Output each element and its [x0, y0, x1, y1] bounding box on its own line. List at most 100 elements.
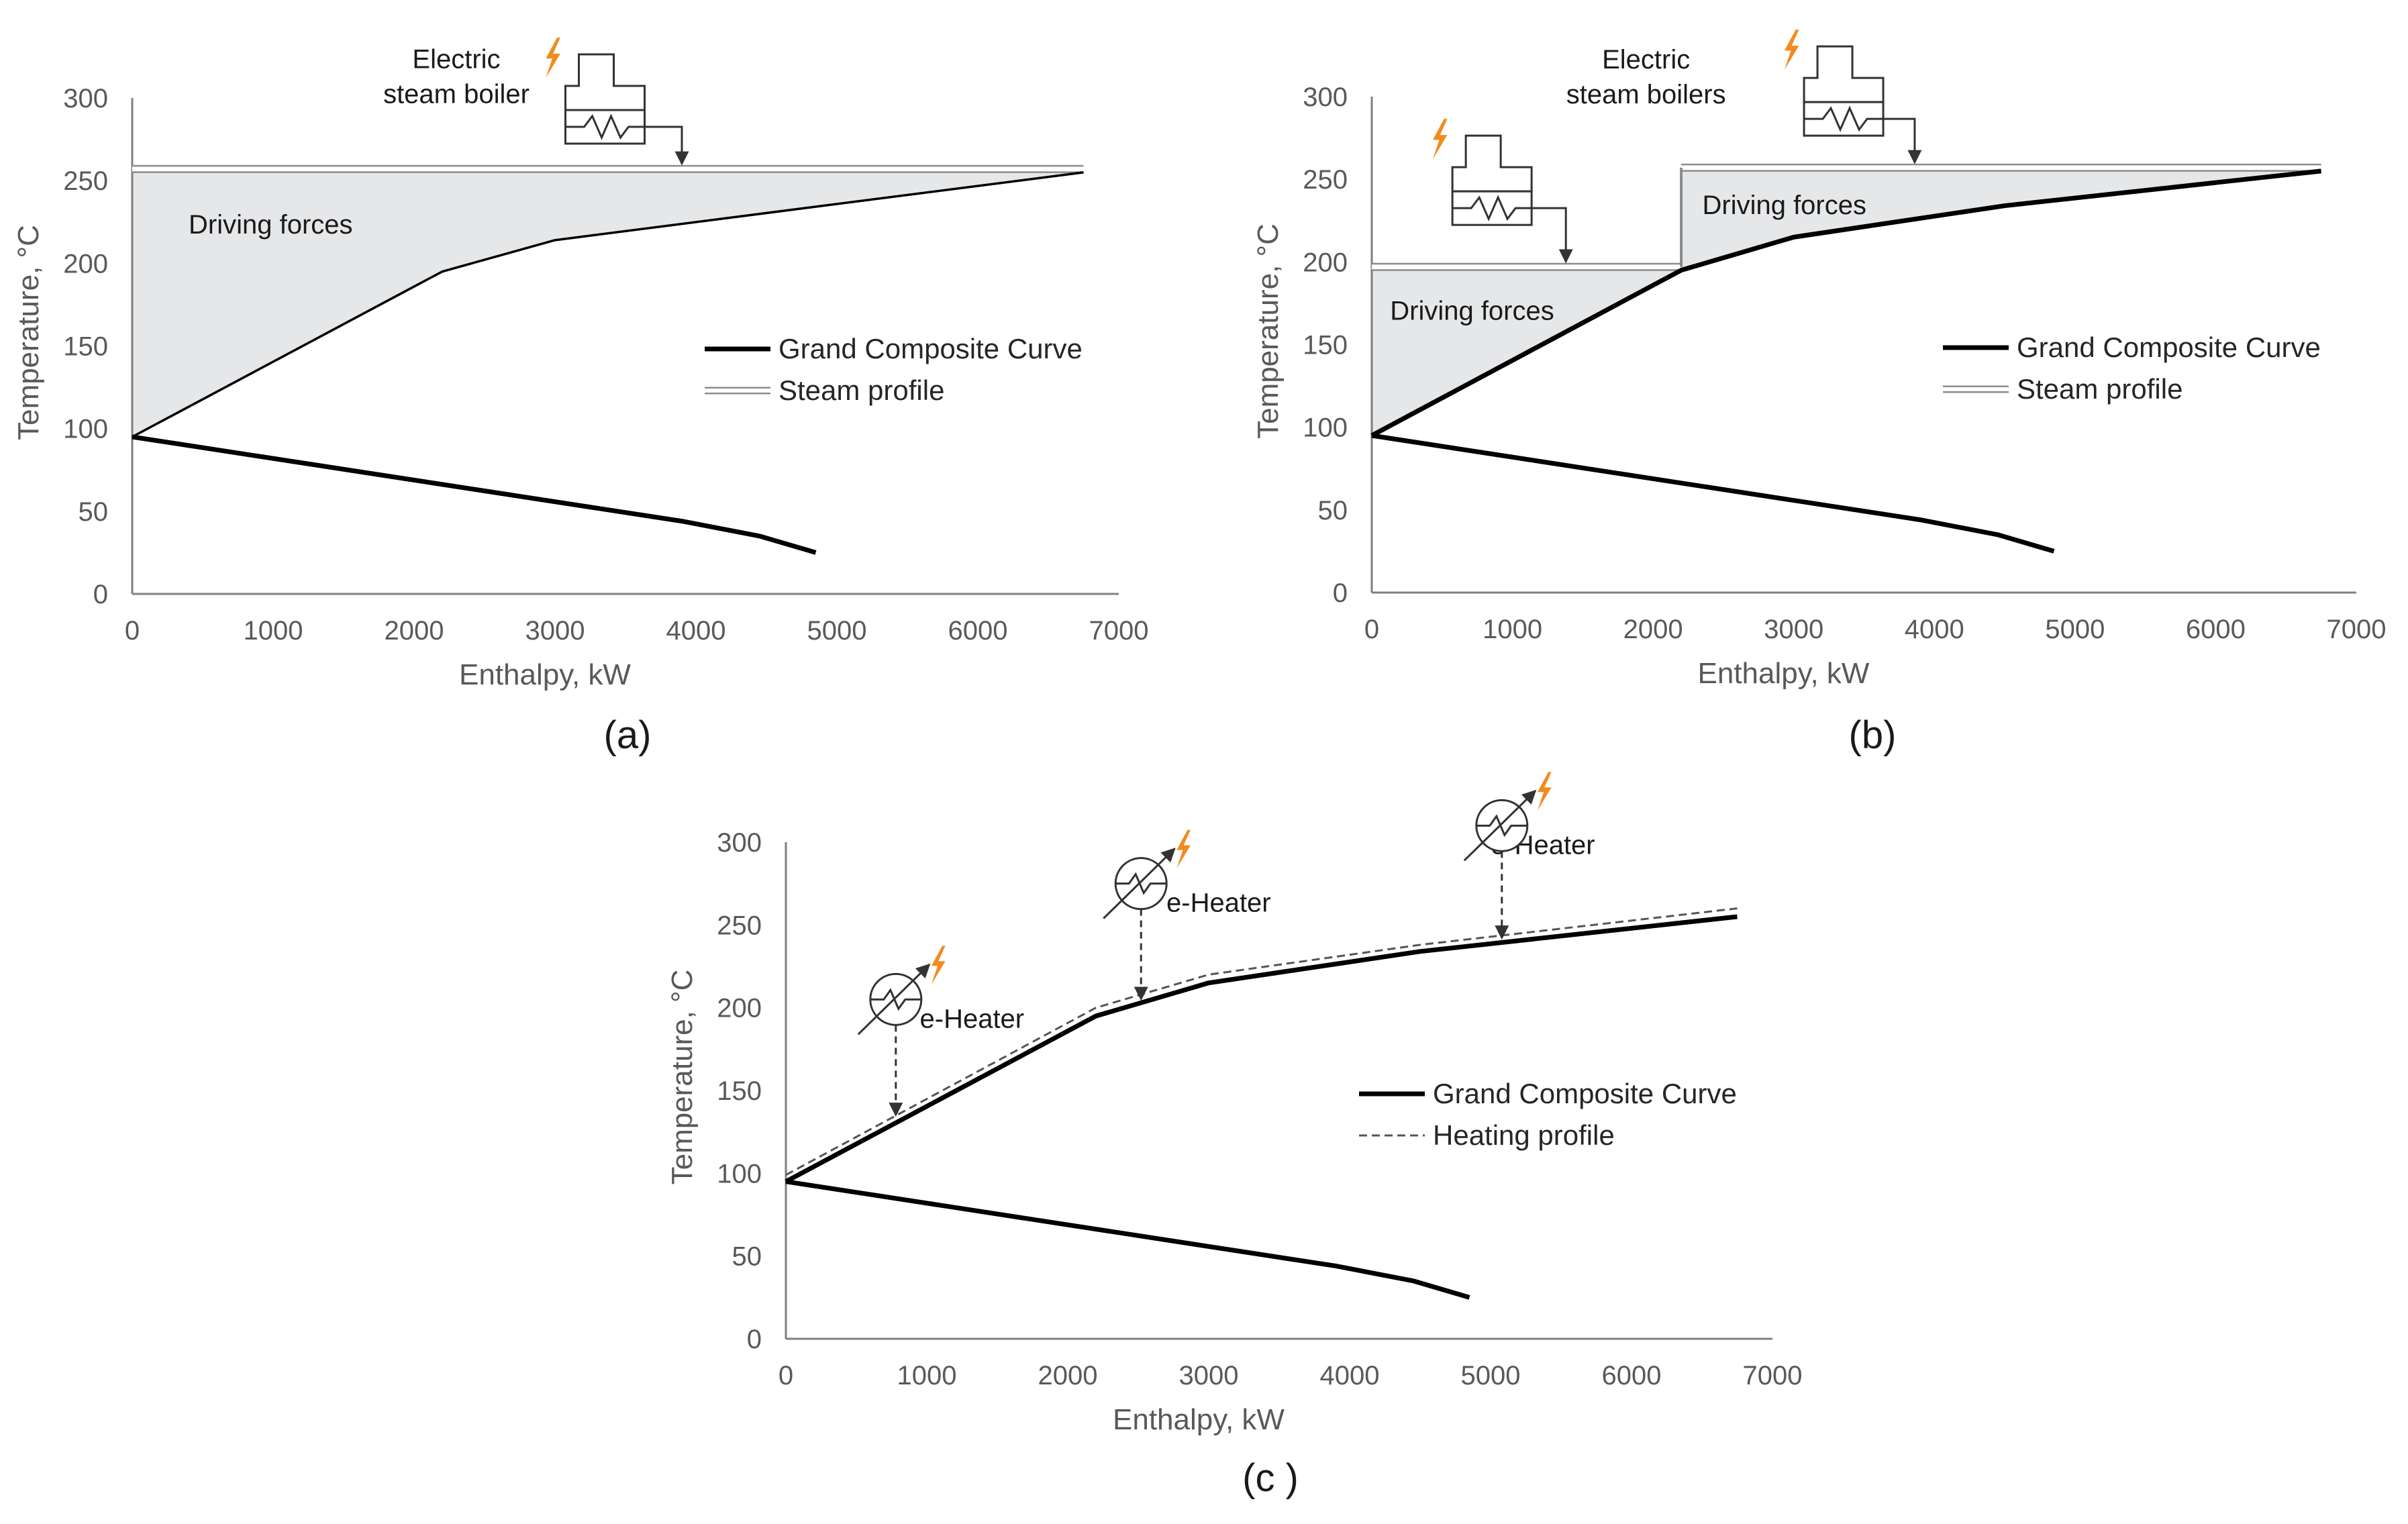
y-tick-label: 100 [717, 1159, 762, 1188]
y-tick-label: 300 [717, 828, 762, 858]
y-tick-label: 150 [1303, 331, 1348, 360]
gcc-upper-line [785, 914, 1738, 1184]
x-tick-label: 3000 [1179, 1361, 1239, 1390]
annotation-text: Driving forces [189, 210, 353, 240]
annotation-text: Driving forces [1702, 191, 1866, 220]
y-tick-label: 200 [1303, 248, 1348, 277]
boiler-coil [565, 113, 645, 140]
annotation-text: steam boilers [1566, 80, 1726, 109]
x-tick-label: 2000 [1623, 615, 1683, 644]
x-tick-label: 4000 [1905, 615, 1964, 644]
x-tick-label: 1000 [1483, 615, 1542, 644]
x-tick-label: 6000 [1602, 1361, 1662, 1390]
y-tick-label: 50 [79, 497, 109, 527]
y-axis-title: Temperature, °C [12, 225, 45, 440]
x-tick-label: 4000 [1320, 1361, 1380, 1390]
boiler-coil [1804, 105, 1884, 132]
heater-diagonal-arrow [1103, 848, 1176, 919]
e-heater-icon [1103, 829, 1191, 1001]
x-tick-label: 7000 [1743, 1361, 1803, 1390]
x-tick-label: 2000 [1038, 1361, 1098, 1390]
y-axis-title: Temperature, °C [666, 970, 699, 1185]
x-tick-label: 4000 [666, 616, 726, 646]
steam-boiler-icon [546, 38, 689, 166]
x-tick-label: 3000 [525, 616, 585, 646]
lightning-bolt-icon [931, 946, 946, 984]
y-tick-label: 100 [1303, 413, 1348, 443]
lightning-bolt-icon [1784, 30, 1799, 70]
x-tick-label: 5000 [807, 616, 867, 646]
y-tick-label: 50 [1318, 496, 1348, 525]
driving-force-area [1681, 170, 2321, 270]
gcc-lower-line [132, 434, 817, 555]
e-heater-icon [857, 946, 946, 1117]
driving-force-area [132, 172, 1084, 437]
x-tick-label: 0 [1364, 615, 1379, 644]
y-tick-label: 250 [1303, 165, 1348, 195]
legend-profile-label: Heating profile [1433, 1119, 1615, 1151]
annotation-text: Electric [412, 45, 500, 74]
y-tick-label: 200 [63, 249, 108, 278]
annotation-text: e-Heater [920, 1004, 1025, 1033]
gcc-upper-line [132, 171, 1084, 438]
gcc-lower-line [1371, 433, 2055, 554]
y-tick-label: 100 [63, 415, 108, 444]
y-tick-label: 50 [732, 1242, 762, 1272]
x-tick-label: 1000 [244, 616, 303, 646]
panel-label: (a) [604, 713, 652, 757]
annotation-text: Driving forces [1390, 297, 1554, 326]
x-tick-label: 6000 [948, 616, 1008, 646]
y-tick-label: 150 [717, 1076, 762, 1106]
x-tick-label: 5000 [1461, 1361, 1521, 1390]
chart-panel-a: 0 1000 2000 3000 4000 5000 6000 7000 0 50 100 150 20… [12, 38, 1148, 757]
boiler-coil [1452, 195, 1532, 221]
y-tick-label: 0 [1333, 578, 1348, 608]
x-tick-label: 3000 [1764, 615, 1823, 644]
x-axis-title: Enthalpy, kW [459, 658, 631, 691]
steam-boiler-icon [1432, 119, 1573, 264]
panel-label: (c ) [1242, 1456, 1299, 1500]
legend-gcc-label: Grand Composite Curve [2017, 332, 2321, 363]
lightning-bolt-icon [1432, 119, 1448, 160]
legend-gcc-label: Grand Composite Curve [779, 333, 1083, 364]
y-tick-label: 250 [63, 166, 108, 196]
x-tick-label: 5000 [2045, 615, 2105, 644]
steam-boiler-icon [1784, 30, 1922, 164]
y-tick-label: 300 [63, 84, 108, 113]
lightning-bolt-icon [1176, 829, 1191, 869]
y-axis-title: Temperature, °C [1252, 223, 1285, 439]
heater-diagonal-arrow [857, 963, 931, 1035]
annotation-text: e-Heater [1166, 888, 1271, 918]
x-tick-label: 7000 [1089, 616, 1149, 646]
gcc-upper-line [1370, 168, 2321, 438]
chart-panel-b: 0 1000 2000 3000 4000 5000 6000 7000 0 50 100 150 20… [1252, 30, 2386, 757]
boiler-stack [1803, 45, 1885, 103]
boiler-stack [564, 53, 646, 111]
y-tick-label: 0 [747, 1325, 762, 1354]
legend-profile-label: Steam profile [779, 374, 944, 406]
heating-profile-line [785, 907, 1738, 1176]
x-tick-label: 0 [779, 1361, 793, 1390]
supply-arrow [1532, 207, 1573, 264]
x-tick-label: 0 [125, 616, 140, 646]
y-tick-label: 200 [717, 994, 762, 1023]
y-tick-label: 0 [93, 580, 108, 609]
y-tick-label: 150 [63, 332, 108, 362]
chart-panel-c: 0 1000 2000 3000 4000 5000 6000 7000 0 50 100 150 20… [666, 772, 1802, 1500]
supply-arrow [644, 125, 689, 166]
e-heater-icon [1463, 772, 1552, 940]
lightning-bolt-icon [1537, 772, 1552, 811]
x-axis-title: Enthalpy, kW [1698, 657, 1870, 690]
x-tick-label: 6000 [2186, 615, 2246, 644]
y-tick-label: 300 [1303, 83, 1348, 112]
x-axis-title: Enthalpy, kW [1113, 1403, 1285, 1436]
lightning-bolt-icon [546, 38, 560, 78]
legend-profile-label: Steam profile [2017, 373, 2183, 405]
x-tick-label: 7000 [2327, 615, 2387, 644]
supply-arrow [1883, 117, 1922, 164]
annotation-text: steam boiler [383, 79, 530, 109]
x-tick-label: 1000 [897, 1361, 957, 1390]
annotation-text: Electric [1602, 45, 1690, 74]
boiler-stack [1451, 134, 1533, 193]
